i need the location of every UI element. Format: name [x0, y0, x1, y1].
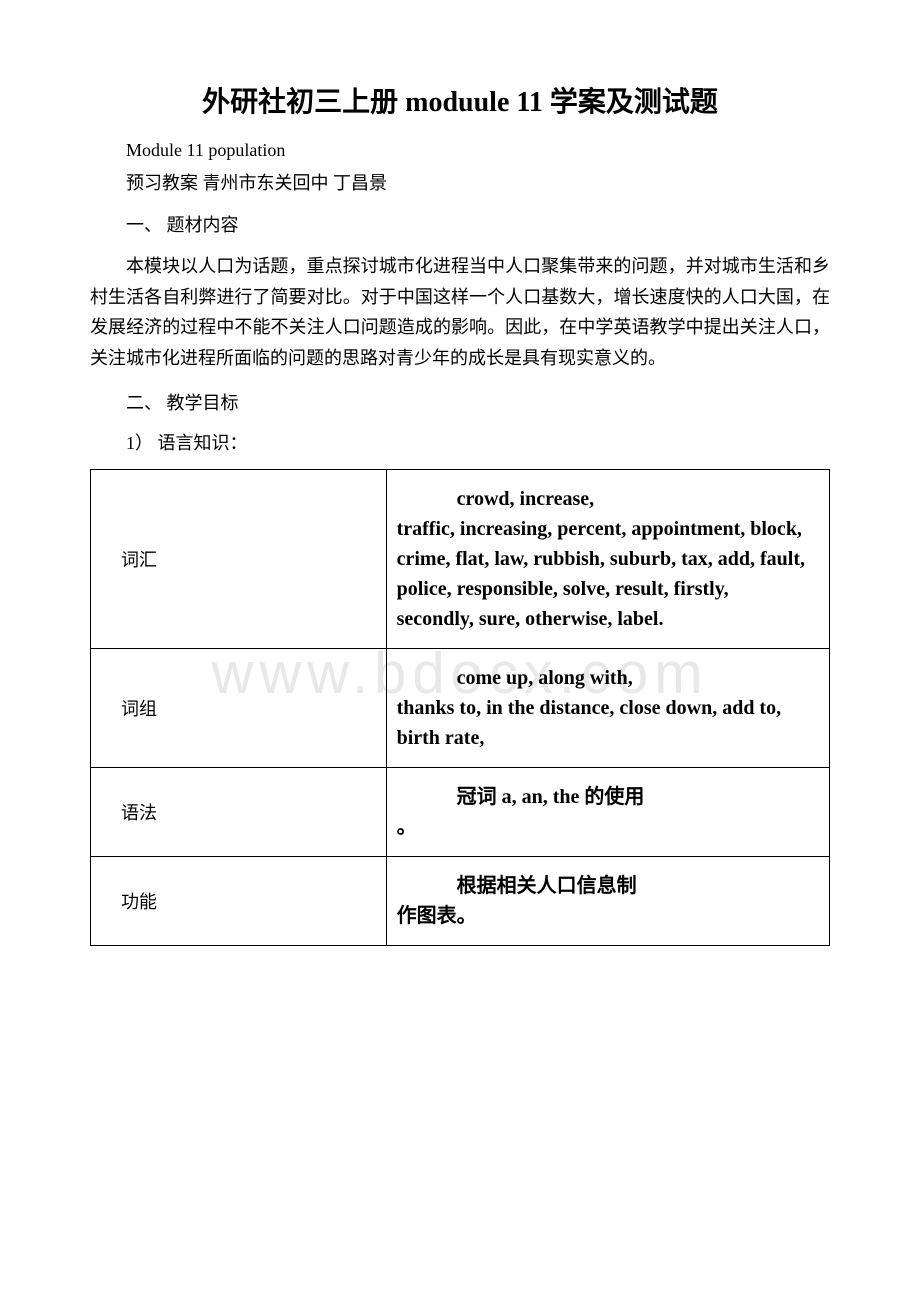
- section-body-content: 本模块以人口为话题，重点探讨城市化进程当中人口聚集带来的问题，并对城市生活和乡村…: [90, 251, 830, 373]
- module-subtitle: Module 11 population: [90, 140, 830, 161]
- row-content-function: 根据相关人口信息制 作图表。: [386, 857, 829, 946]
- list-item-language: 1） 语言知识：: [90, 429, 830, 455]
- row-content-phrases: come up, along with, thanks to, in the d…: [386, 649, 829, 768]
- row-label-phrases: 词组: [91, 649, 387, 768]
- content-first-line: come up, along with,: [397, 663, 809, 693]
- content-rest: 。: [397, 812, 809, 842]
- author-line: 预习教案 青州市东关回中 丁昌景: [90, 169, 830, 195]
- row-label-grammar: 语法: [91, 768, 387, 857]
- table-row: 功能 根据相关人口信息制 作图表。: [91, 857, 830, 946]
- content-first-line: 冠词 a, an, the 的使用: [397, 782, 809, 812]
- content-rest: 作图表。: [397, 901, 809, 931]
- content-rest: traffic, increasing, percent, appointmen…: [397, 514, 809, 634]
- page-title: 外研社初三上册 moduule 11 学案及测试题: [90, 80, 830, 120]
- row-label-function: 功能: [91, 857, 387, 946]
- section-heading-content: 一、 题材内容: [90, 211, 830, 237]
- row-label-vocabulary: 词汇: [91, 470, 387, 649]
- section-heading-objectives: 二、 教学目标: [90, 389, 830, 415]
- table-row: 词组 come up, along with, thanks to, in th…: [91, 649, 830, 768]
- row-content-grammar: 冠词 a, an, the 的使用 。: [386, 768, 829, 857]
- table-row: 词汇 crowd, increase, traffic, increasing,…: [91, 470, 830, 649]
- row-content-vocabulary: crowd, increase, traffic, increasing, pe…: [386, 470, 829, 649]
- content-rest: thanks to, in the distance, close down, …: [397, 693, 809, 753]
- content-first-line: 根据相关人口信息制: [397, 871, 809, 901]
- table-row: 语法 冠词 a, an, the 的使用 。: [91, 768, 830, 857]
- content-first-line: crowd, increase,: [397, 484, 809, 514]
- objectives-table: 词汇 crowd, increase, traffic, increasing,…: [90, 469, 830, 946]
